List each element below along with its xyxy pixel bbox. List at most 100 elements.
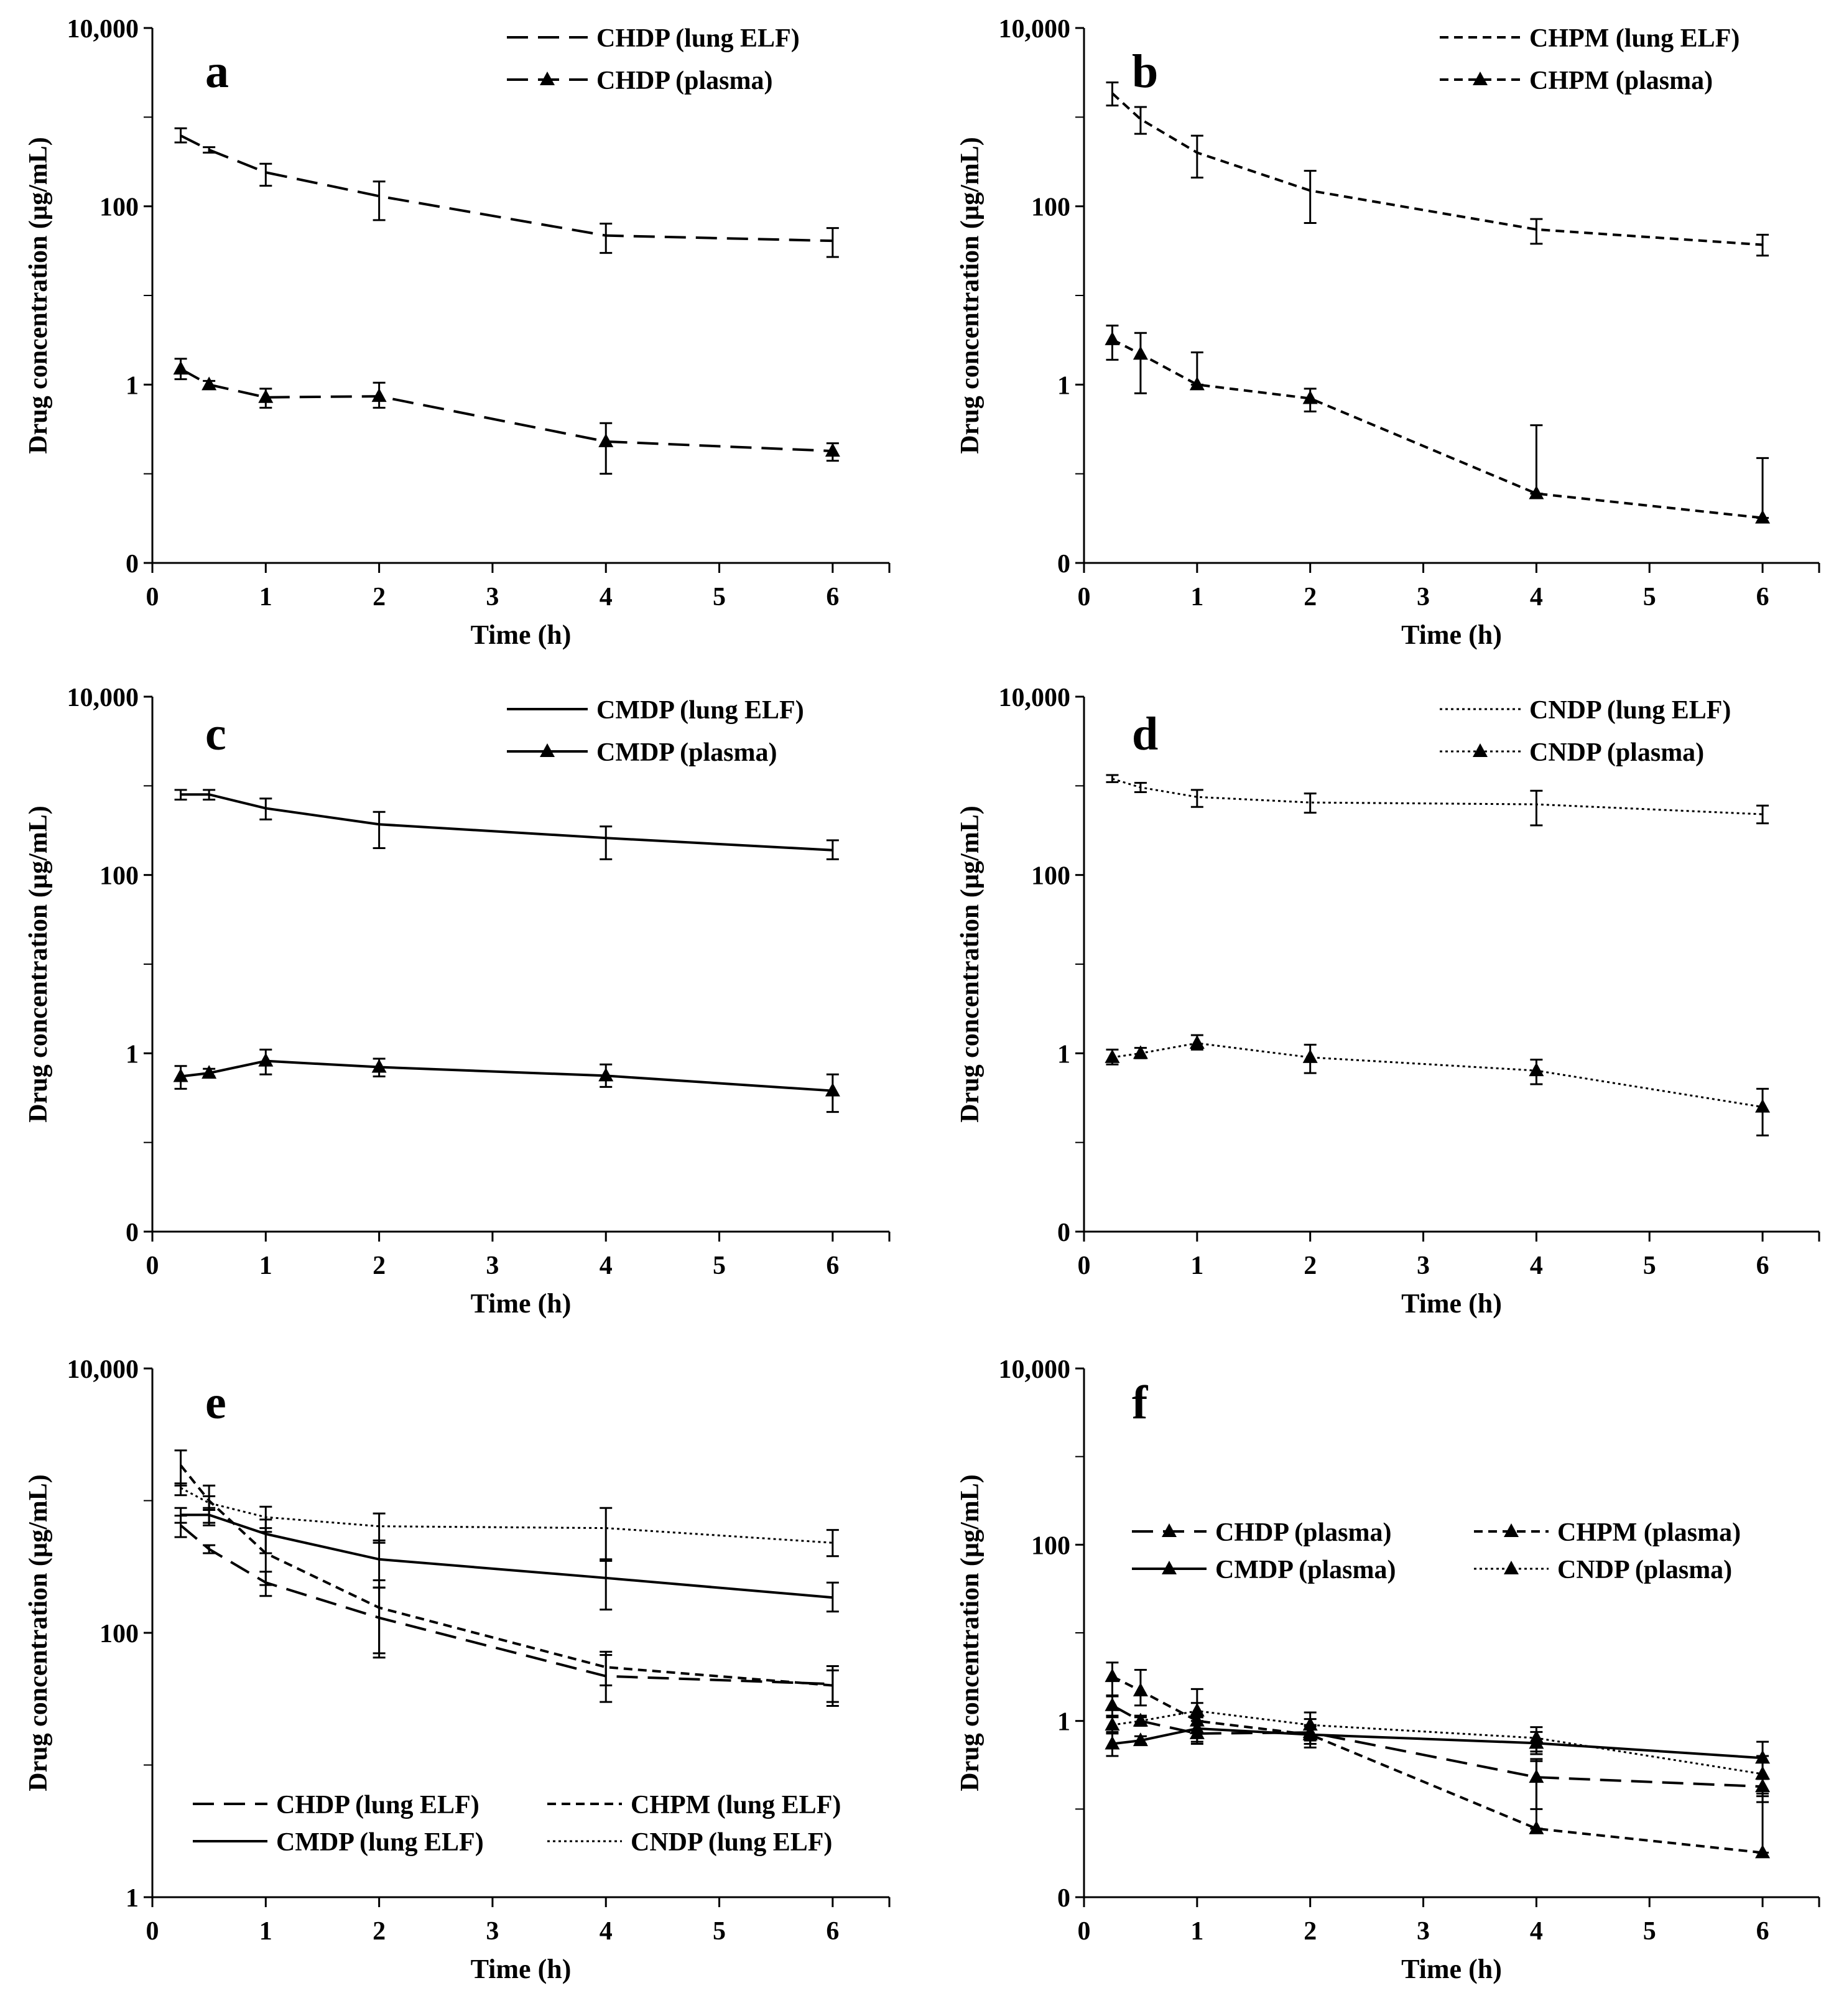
y-tick-label: 1 bbox=[1057, 1708, 1070, 1737]
x-tick-label: 2 bbox=[1304, 583, 1317, 611]
legend-item: CHPM (plasma) bbox=[1440, 67, 1713, 95]
x-tick-label: 4 bbox=[1530, 1917, 1543, 1946]
x-tick-label: 4 bbox=[600, 1917, 613, 1946]
series-cndp-plasma bbox=[1105, 1702, 1771, 1803]
series-cmdp-lung-elf bbox=[174, 789, 839, 860]
x-tick-label: 4 bbox=[1530, 1252, 1543, 1280]
data-point bbox=[1529, 485, 1544, 499]
x-tick-label: 0 bbox=[1078, 583, 1091, 611]
legend-label: CHPM (plasma) bbox=[1529, 67, 1713, 95]
legend-label: CHDP (lung ELF) bbox=[596, 24, 800, 53]
legend-label: CMDP (lung ELF) bbox=[276, 1828, 484, 1857]
panel-letter: c bbox=[205, 708, 226, 760]
legend-marker bbox=[1473, 743, 1488, 757]
legend-label: CMDP (lung ELF) bbox=[596, 696, 804, 725]
legend-item: CHDP (lung ELF) bbox=[193, 1791, 480, 1819]
x-tick-label: 4 bbox=[600, 1252, 613, 1280]
x-tick-label: 0 bbox=[1078, 1252, 1091, 1280]
y-tick-label: 100 bbox=[1031, 1531, 1070, 1560]
series-chdp-lung-elf bbox=[174, 127, 839, 258]
y-axis-label: Drug concentration (µg/mL) bbox=[956, 1474, 985, 1791]
series-line bbox=[180, 368, 833, 453]
x-tick-label: 2 bbox=[373, 1917, 386, 1946]
x-axis-label: Time (h) bbox=[1401, 620, 1502, 650]
data-point bbox=[1133, 1712, 1148, 1727]
y-axis-label: Drug concentration (µg/mL) bbox=[956, 806, 985, 1122]
data-point bbox=[1105, 1735, 1120, 1750]
x-tick-label: 5 bbox=[713, 583, 726, 611]
y-tick-label: 100 bbox=[1031, 193, 1070, 222]
legend-label: CMDP (plasma) bbox=[1215, 1556, 1396, 1584]
legend: CHPM (lung ELF) CHPM (plasma) bbox=[1440, 24, 1740, 95]
legend-marker bbox=[1504, 1561, 1519, 1574]
series-line bbox=[180, 134, 833, 243]
data-point bbox=[1302, 1049, 1318, 1063]
x-tick-label: 2 bbox=[1304, 1917, 1317, 1946]
y-tick-label: 10,000 bbox=[999, 15, 1071, 44]
x-tick-label: 3 bbox=[1417, 1252, 1430, 1280]
x-axis-label: Time (h) bbox=[1401, 1954, 1502, 1984]
x-tick-label: 1 bbox=[1190, 583, 1203, 611]
series-line bbox=[1112, 1710, 1763, 1775]
series-line bbox=[1112, 1042, 1763, 1108]
x-tick-label: 1 bbox=[259, 583, 272, 611]
series-line bbox=[1111, 92, 1763, 246]
series-line bbox=[1112, 778, 1763, 815]
y-tick-label: 0 bbox=[1057, 1219, 1070, 1247]
data-point bbox=[1189, 376, 1205, 391]
x-tick-label: 3 bbox=[486, 1917, 499, 1946]
x-tick-label: 2 bbox=[1304, 1252, 1317, 1280]
y-tick-label: 10,000 bbox=[999, 1355, 1071, 1384]
y-tick-label: 100 bbox=[100, 193, 139, 222]
legend-item: CMDP (lung ELF) bbox=[507, 696, 804, 725]
x-tick-label: 3 bbox=[1417, 1917, 1430, 1946]
legend-marker bbox=[1504, 1523, 1519, 1537]
data-point bbox=[1755, 1765, 1771, 1780]
data-point bbox=[1105, 1049, 1120, 1063]
legend-item: CNDP (plasma) bbox=[1474, 1556, 1732, 1584]
series-line bbox=[180, 1524, 833, 1686]
legend-label: CNDP (lung ELF) bbox=[1529, 696, 1731, 725]
data-point bbox=[1529, 1820, 1544, 1834]
x-tick-label: 6 bbox=[1756, 1917, 1769, 1946]
data-point bbox=[1105, 331, 1120, 345]
y-tick-label: 0 bbox=[1057, 550, 1070, 578]
data-point bbox=[202, 1065, 217, 1079]
data-point bbox=[1105, 1697, 1120, 1711]
data-point bbox=[1133, 1045, 1148, 1059]
data-point bbox=[1133, 1683, 1148, 1697]
x-tick-label: 1 bbox=[259, 1917, 272, 1946]
x-tick-label: 6 bbox=[826, 583, 839, 611]
x-axis-label: Time (h) bbox=[1401, 1288, 1502, 1319]
x-tick-label: 5 bbox=[1643, 583, 1656, 611]
legend-marker bbox=[540, 72, 555, 85]
series-cndp-plasma bbox=[1105, 1034, 1771, 1136]
legend-item: CNDP (plasma) bbox=[1440, 738, 1704, 767]
legend-label: CMDP (plasma) bbox=[596, 738, 777, 767]
legend-item: CHDP (plasma) bbox=[507, 67, 773, 95]
y-tick-label: 100 bbox=[1031, 862, 1070, 891]
y-axis-label: Drug concentration (µg/mL) bbox=[24, 806, 53, 1122]
data-point bbox=[1133, 346, 1148, 360]
data-point bbox=[825, 443, 840, 457]
x-tick-label: 6 bbox=[826, 1917, 839, 1946]
x-tick-label: 2 bbox=[373, 583, 386, 611]
data-point bbox=[258, 389, 274, 403]
legend-item: CHDP (plasma) bbox=[1132, 1518, 1392, 1547]
data-point bbox=[598, 1067, 614, 1082]
x-tick-label: 4 bbox=[600, 583, 613, 611]
data-point bbox=[202, 376, 217, 391]
y-axis-label: Drug concentration (µg/mL) bbox=[956, 137, 985, 453]
data-point bbox=[1302, 390, 1318, 404]
x-tick-label: 4 bbox=[1530, 583, 1543, 611]
series-cndp-lung-elf bbox=[174, 1482, 839, 1561]
legend: CHDP (plasma) CHPM (plasma) CMDP (plasma) C… bbox=[1132, 1518, 1741, 1584]
y-tick-label: 1 bbox=[1057, 371, 1070, 400]
legend-label: CHPM (lung ELF) bbox=[1529, 24, 1740, 53]
series-line bbox=[1111, 1675, 1763, 1854]
panel-letter: a bbox=[205, 45, 229, 98]
data-point bbox=[1105, 1668, 1120, 1683]
data-point bbox=[1105, 1717, 1120, 1731]
series-line bbox=[1111, 1704, 1763, 1788]
